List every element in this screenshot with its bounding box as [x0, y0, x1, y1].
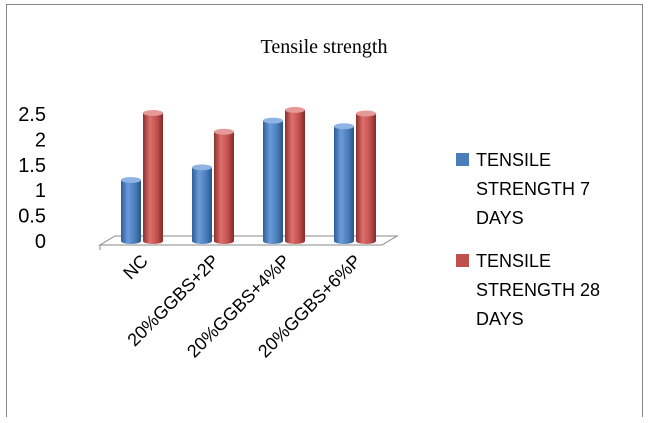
bar-cap [334, 123, 354, 130]
bar-body [263, 120, 283, 241]
bar-28-days [285, 106, 305, 244]
bar-body [143, 112, 163, 241]
bar-cap [192, 164, 212, 171]
chart-title: Tensile strength [260, 36, 388, 58]
legend-swatch-28-days [456, 254, 469, 267]
y-tick-label: 1.5 [18, 155, 46, 177]
bar-cap [214, 128, 234, 135]
bar-body [121, 180, 141, 241]
chart-floor [98, 235, 399, 246]
bar-base [285, 238, 305, 244]
y-tick-label: 0.5 [18, 206, 46, 228]
bar-base [192, 238, 212, 244]
bar-cap [143, 109, 163, 116]
bar-7-days [192, 164, 212, 244]
bar-body [334, 126, 354, 241]
legend-label-7-days: TENSILE STRENGTH 7 DAYS [476, 150, 591, 228]
bar-28-days [356, 110, 376, 244]
bar-28-days [214, 128, 234, 244]
bar-cap [263, 117, 283, 124]
bar-7-days [334, 123, 354, 244]
bar-base [143, 238, 163, 244]
bar-body [356, 113, 376, 241]
chart-legend: TENSILE STRENGTH 7 DAYS TENSILE STRENGTH… [456, 146, 636, 348]
bar-cap [356, 110, 376, 117]
bar-base [334, 238, 354, 244]
bar-base [356, 238, 376, 244]
legend-swatch-7-days [456, 153, 469, 166]
bar-body [214, 131, 234, 241]
bar-body [192, 167, 212, 241]
bar-7-days [121, 177, 141, 244]
x-category-label: NC [119, 251, 152, 284]
bar-base [263, 238, 283, 244]
legend-item-7-days: TENSILE STRENGTH 7 DAYS [456, 146, 636, 233]
bar-base [121, 238, 141, 244]
y-tick-label: 0 [35, 231, 46, 253]
bar-7-days [263, 117, 283, 244]
y-tick-label: 2 [35, 129, 46, 151]
y-tick-label: 1 [35, 180, 46, 202]
bar-body [285, 109, 305, 241]
bar-cap [285, 106, 305, 113]
y-tick-label: 2.5 [18, 104, 46, 126]
bar-base [214, 238, 234, 244]
legend-item-28-days: TENSILE STRENGTH 28 DAYS [456, 247, 636, 334]
bar-28-days [143, 109, 163, 244]
legend-label-28-days: TENSILE STRENGTH 28 DAYS [476, 251, 601, 329]
chart-frame [6, 4, 643, 417]
bar-cap [121, 177, 141, 184]
